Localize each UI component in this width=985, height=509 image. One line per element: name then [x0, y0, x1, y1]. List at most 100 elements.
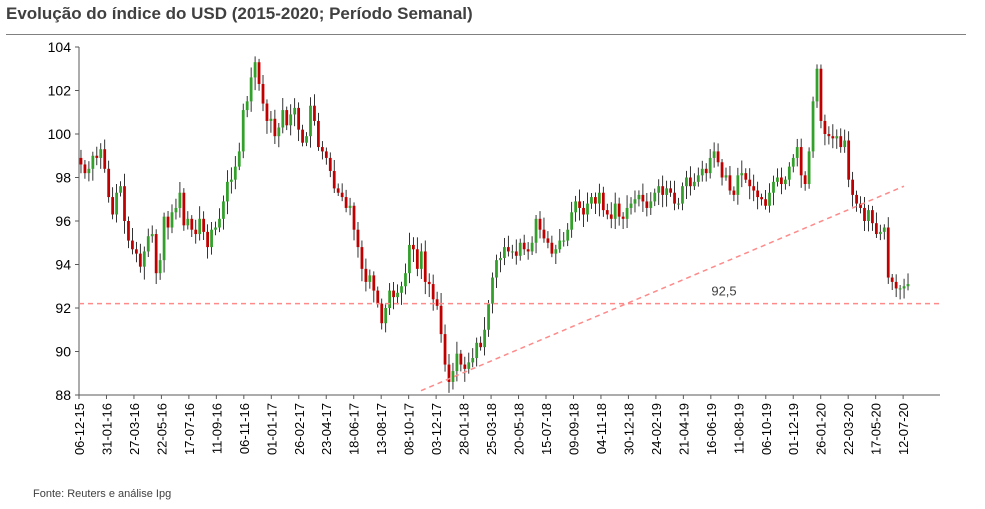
x-tick-label: 22-03-20 — [841, 403, 856, 455]
candle-body — [170, 212, 174, 228]
y-tick-label: 102 — [48, 83, 72, 99]
candle-body — [886, 227, 890, 278]
candle-body — [475, 342, 479, 359]
candle-body — [609, 214, 613, 219]
x-tick-label: 22-05-16 — [154, 403, 169, 455]
candle-body — [131, 240, 134, 250]
x-tick-label: 04-11-18 — [594, 403, 609, 454]
candle-body — [87, 168, 91, 174]
candle-body — [166, 216, 170, 228]
candle-body — [503, 247, 506, 258]
candle-body — [328, 157, 332, 171]
candle-body — [890, 277, 894, 282]
candle-body — [103, 149, 107, 169]
candle-body — [685, 177, 688, 187]
candle-body — [119, 186, 122, 193]
candle-body — [815, 68, 819, 102]
candle-body — [906, 284, 910, 287]
candle-body — [340, 192, 344, 198]
candle-body — [408, 244, 411, 274]
y-tick-label: 92 — [55, 300, 71, 316]
candle-body — [522, 242, 526, 250]
candle-body — [190, 218, 194, 230]
candle-body — [514, 251, 518, 256]
candle-body — [570, 212, 574, 230]
candle-body — [740, 173, 744, 176]
candle-body — [780, 177, 783, 185]
chart-title: Evolução do índice do USD (2015-2020; Pe… — [6, 4, 473, 23]
x-tick-label: 24-02-19 — [649, 403, 664, 455]
candle-body — [443, 334, 447, 365]
candle-body — [281, 110, 285, 128]
candle-body — [134, 249, 138, 254]
candle-body — [756, 190, 760, 198]
candle-body — [396, 292, 399, 298]
candle-body — [226, 181, 229, 202]
y-tick-label: 104 — [48, 39, 72, 55]
x-tick-label: 12-07-20 — [896, 403, 911, 455]
candle-body — [146, 236, 150, 252]
candle-body — [878, 231, 882, 235]
candle-body — [855, 194, 858, 204]
x-tick-label: 03-12-17 — [429, 403, 444, 455]
candle-body — [317, 120, 320, 148]
candle-body — [384, 308, 388, 324]
candle-body — [681, 186, 684, 204]
x-tick-label: 13-08-17 — [374, 403, 389, 455]
x-tick-label: 09-09-18 — [566, 403, 581, 455]
candle-body — [388, 290, 392, 308]
candle-body — [510, 251, 514, 253]
candle-body — [653, 192, 657, 202]
candle-body — [301, 129, 304, 143]
candle-body — [835, 136, 839, 139]
candle-body — [162, 216, 166, 261]
candle-body — [677, 203, 680, 205]
y-tick-label: 98 — [55, 170, 71, 186]
candle-body — [154, 234, 158, 274]
candle-body — [222, 201, 225, 219]
x-tick-label: 26-01-20 — [814, 403, 829, 455]
candle-body — [313, 105, 316, 121]
candle-body — [550, 242, 554, 254]
candle-body — [625, 207, 629, 219]
candle-body — [637, 194, 641, 200]
candle-body — [138, 253, 142, 267]
candle-body — [574, 201, 578, 213]
candle-body — [273, 118, 277, 137]
candle-body — [277, 127, 281, 137]
candle-body — [336, 188, 340, 193]
x-tick-label: 30-12-18 — [621, 403, 636, 455]
candle-body — [811, 101, 815, 152]
candle-body — [431, 284, 435, 300]
candle-body — [123, 186, 126, 221]
candle-body — [586, 203, 589, 215]
candle-body — [530, 242, 534, 252]
candle-body — [752, 186, 756, 191]
y-tick-label: 88 — [55, 387, 71, 403]
candle-body — [491, 277, 494, 304]
candle-body — [633, 199, 637, 204]
candle-body — [237, 151, 241, 167]
candle-body — [843, 140, 847, 148]
x-tick-label: 01-12-19 — [786, 403, 801, 455]
x-tick-label: 01-01-17 — [264, 403, 279, 455]
candle-body — [716, 151, 720, 163]
candle-body — [863, 207, 866, 221]
candle-body — [558, 240, 562, 250]
candle-body — [728, 175, 732, 191]
candle-body — [249, 77, 253, 102]
x-tick-label: 31-01-16 — [99, 403, 114, 455]
candle-body — [479, 342, 483, 348]
candle-body — [720, 162, 724, 178]
candle-body — [736, 175, 740, 195]
candle-body — [95, 155, 99, 158]
candle-body — [127, 221, 130, 241]
candle-body — [214, 227, 217, 230]
x-tick-label: 23-04-17 — [319, 403, 334, 455]
candle-body — [665, 188, 669, 195]
candle-body — [673, 192, 676, 204]
candle-body — [447, 364, 451, 382]
candle-body — [657, 186, 661, 193]
candle-body — [423, 251, 427, 282]
candle-body — [649, 201, 653, 208]
